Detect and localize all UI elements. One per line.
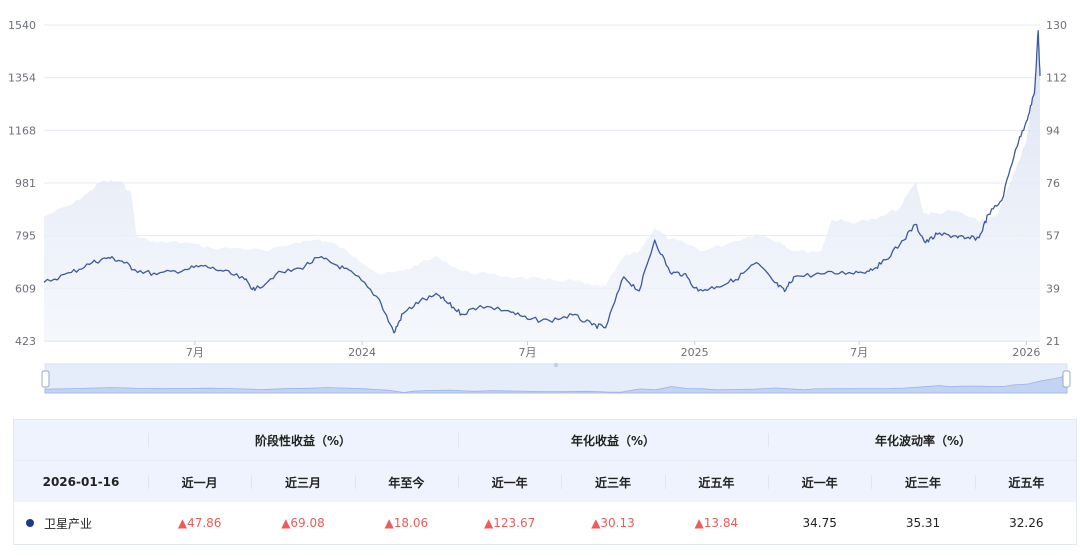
group-divider (148, 433, 149, 447)
left-tick-label: 609 (15, 282, 36, 295)
stats-table: 阶段性收益（%） 年化收益（%） 年化波动率（%） 2026-01-16 近一月… (13, 419, 1077, 545)
left-axis: 1540 1354 1168 981 795 609 423 (8, 19, 36, 348)
right-axis: 130 112 94 76 57 39 21 (1046, 19, 1067, 348)
column-divider (148, 475, 149, 489)
x-axis: 7月 2024 7月 2025 7月 2026 (186, 341, 1040, 359)
column-header: 近五年 (1008, 475, 1045, 490)
right-tick-label: 76 (1046, 177, 1060, 190)
performance-chart: 1540 1354 1168 981 795 609 423 130 112 94 76 57 39 2… (8, 19, 1067, 359)
column-divider (561, 475, 563, 489)
column-divider (354, 475, 356, 489)
zoom-slider[interactable] (0, 360, 1080, 400)
right-tick-label: 57 (1046, 230, 1060, 243)
zoom-drag-dot[interactable] (553, 362, 559, 368)
value-cell: ▲13.84 (694, 516, 739, 530)
index-line (43, 30, 1041, 334)
value-cell: ▲18.06 (384, 516, 429, 530)
column-divider (974, 475, 976, 489)
zoom-handle-left[interactable] (41, 370, 50, 388)
left-tick-label: 1354 (8, 72, 36, 85)
right-tick-label: 112 (1046, 72, 1067, 85)
left-tick-label: 1540 (8, 19, 36, 32)
group-annual-return: 年化收益（%） (570, 433, 656, 448)
left-tick-label: 1168 (8, 124, 36, 137)
value-cell: ▲123.67 (484, 516, 536, 530)
column-header: 近三年 (904, 475, 941, 490)
right-tick-label: 94 (1046, 124, 1060, 137)
right-tick-label: 39 (1046, 282, 1060, 295)
column-divider (458, 475, 459, 489)
group-divider (768, 433, 769, 447)
value-cell: 32.26 (1009, 516, 1044, 530)
table-row: 卫星产业 ▲47.86 ▲69.08 ▲18.06 ▲123.67 ▲30.13 ▲13.… (14, 502, 1076, 544)
column-header: 近一年 (801, 475, 838, 490)
left-tick-label: 981 (15, 177, 36, 190)
group-annual-volatility: 年化波动率（%） (874, 433, 972, 448)
x-tick-label: 2024 (348, 346, 376, 359)
right-tick-label: 21 (1046, 335, 1060, 348)
value-cell: ▲69.08 (281, 516, 325, 530)
x-tick-label: 7月 (850, 346, 868, 359)
table-column-header: 2026-01-16 近一月 近三月 年至今 近一年 近三年 近五年 近一年 近三年 近五年 (14, 460, 1076, 503)
value-cell: ▲47.86 (177, 516, 222, 530)
right-tick-label: 130 (1046, 19, 1067, 32)
zoom-mini-preview (44, 372, 1068, 394)
column-header: 近三年 (594, 475, 631, 490)
column-divider (768, 475, 769, 489)
zoom-handle-right[interactable] (1062, 370, 1071, 388)
volatility-area (44, 39, 1040, 341)
volatility-area-layer (44, 39, 1040, 341)
left-tick-label: 795 (15, 230, 36, 243)
column-header: 近五年 (698, 475, 735, 490)
table-group-header: 阶段性收益（%） 年化收益（%） 年化波动率（%） (14, 420, 1076, 460)
column-divider (664, 475, 666, 489)
left-tick-label: 423 (15, 335, 36, 348)
column-divider (871, 475, 873, 489)
group-stage-return: 阶段性收益（%） (254, 433, 352, 448)
value-cell: 34.75 (802, 516, 837, 530)
column-header: 近三月 (284, 475, 321, 490)
x-tick-label: 2026 (1012, 346, 1040, 359)
column-header: 近一年 (491, 475, 528, 490)
x-tick-label: 7月 (186, 346, 204, 359)
series-dot (26, 519, 34, 527)
group-divider (458, 433, 459, 447)
value-cell: 35.31 (905, 516, 941, 530)
value-cell: ▲30.13 (591, 516, 635, 530)
column-header: 年至今 (388, 475, 425, 490)
date-label: 2026-01-16 (42, 475, 120, 489)
row-name-cell: 卫星产业 (14, 502, 148, 544)
x-tick-label: 2025 (681, 346, 709, 359)
x-tick-label: 7月 (518, 346, 536, 359)
index-line-layer (43, 30, 1041, 334)
column-divider (251, 475, 253, 489)
column-header: 近一月 (181, 475, 218, 490)
row-name: 卫星产业 (44, 516, 93, 531)
